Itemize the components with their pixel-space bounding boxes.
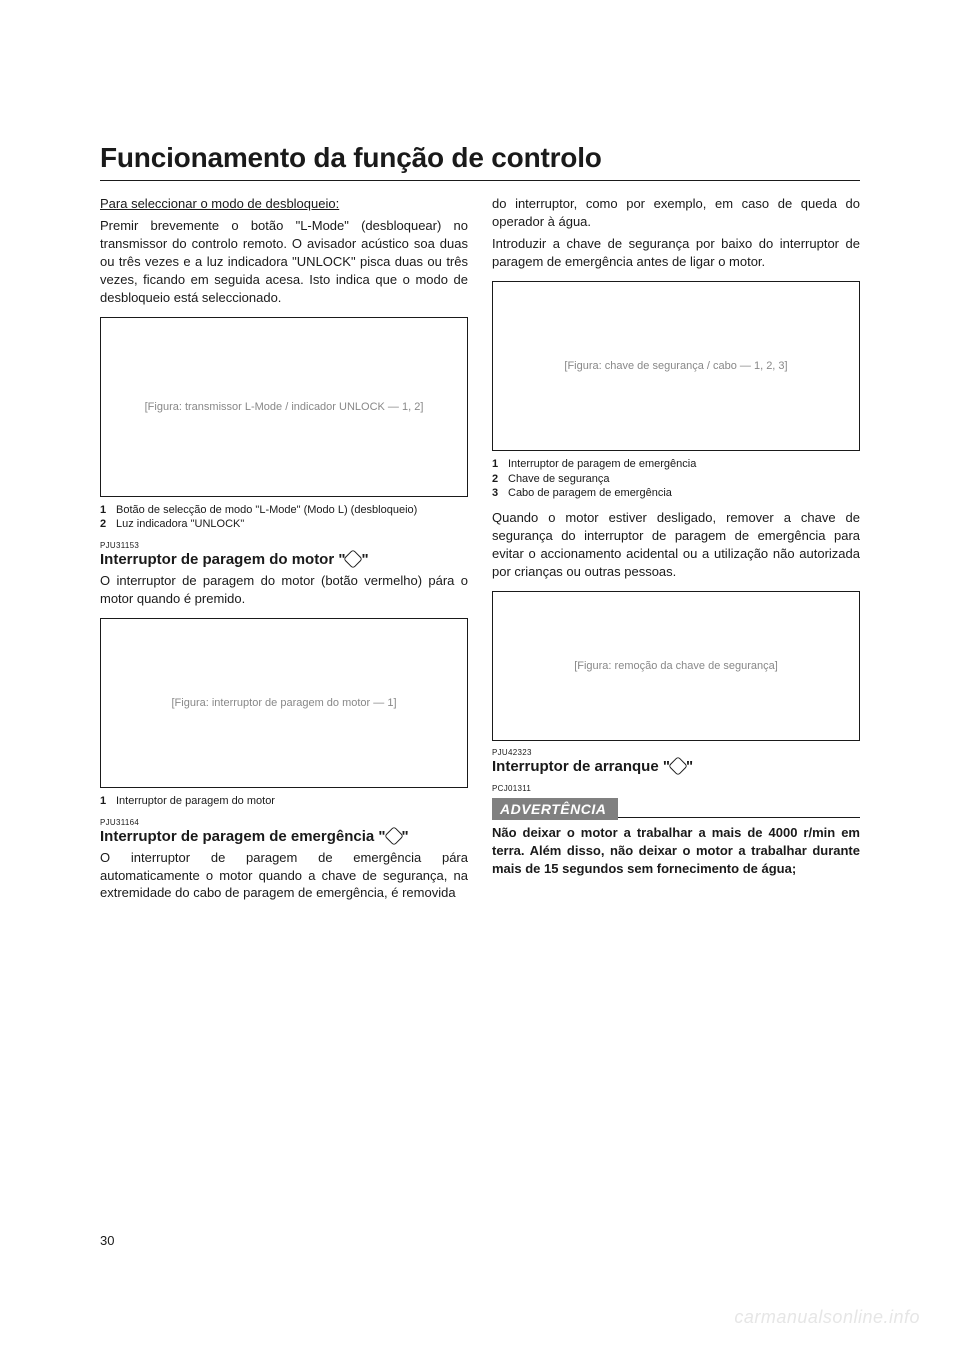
unlock-heading: Para seleccionar o modo de desbloqueio: xyxy=(100,195,468,213)
ref-code: PCJ01311 xyxy=(492,783,860,794)
start-symbol-icon xyxy=(668,756,688,776)
ref-code: PJU31164 xyxy=(100,817,468,828)
right-top-1: do interruptor, como por exemplo, em cas… xyxy=(492,195,860,231)
figure-engine-stop-captions: 1 Interruptor de paragem do motor xyxy=(100,794,468,809)
caption-item: 2 Luz indicadora "UNLOCK" xyxy=(100,517,468,532)
figure-engine-stop-placeholder: [Figura: interruptor de paragem do motor… xyxy=(172,697,397,709)
left-column: Para seleccionar o modo de desbloqueio: … xyxy=(100,195,468,906)
emergency-stop-body: O interruptor de paragem de emergência p… xyxy=(100,849,468,903)
watermark: carmanualsonline.info xyxy=(734,1307,920,1328)
figure-lmode-captions: 1 Botão de selecção de modo "L-Mode" (Mo… xyxy=(100,503,468,533)
ref-code: PJU31153 xyxy=(100,540,468,551)
start-switch-heading: Interruptor de arranque " " xyxy=(492,758,860,777)
warning-box: ADVERTÊNCIA xyxy=(492,798,860,820)
caption-item: 2 Chave de segurança xyxy=(492,472,860,487)
engine-stop-heading: Interruptor de paragem do motor " " xyxy=(100,551,468,570)
caption-text: Luz indicadora "UNLOCK" xyxy=(116,517,244,532)
caption-text: Botão de selecção de modo "L-Mode" (Modo… xyxy=(116,503,417,518)
start-switch-heading-a: Interruptor de arranque " xyxy=(492,758,670,775)
engine-stop-heading-a: Interruptor de paragem do motor " xyxy=(100,551,345,568)
figure-engine-stop: [Figura: interruptor de paragem do motor… xyxy=(100,618,468,788)
emergency-symbol-icon xyxy=(384,826,404,846)
caption-num: 1 xyxy=(100,794,110,809)
title-rule xyxy=(100,180,860,181)
caption-num: 3 xyxy=(492,486,502,501)
warning-label: ADVERTÊNCIA xyxy=(492,798,618,820)
start-switch-heading-b: " xyxy=(686,758,693,775)
figure-lmode-unlock: [Figura: transmissor L-Mode / indicador … xyxy=(100,317,468,497)
caption-text: Interruptor de paragem do motor xyxy=(116,794,275,809)
figure-safety-key-placeholder: [Figura: chave de segurança / cabo — 1, … xyxy=(564,360,787,372)
caption-item: 1 Interruptor de paragem do motor xyxy=(100,794,468,809)
caption-item: 3 Cabo de paragem de emergência xyxy=(492,486,860,501)
caption-num: 2 xyxy=(492,472,502,487)
engine-stop-body: O interruptor de paragem do motor (botão… xyxy=(100,572,468,608)
figure-remove-key-placeholder: [Figura: remoção da chave de segurança] xyxy=(574,660,778,672)
figure-safety-key-captions: 1 Interruptor de paragem de emergência 2… xyxy=(492,457,860,502)
caption-num: 1 xyxy=(100,503,110,518)
caption-num: 2 xyxy=(100,517,110,532)
emergency-stop-heading: Interruptor de paragem de emergência "" xyxy=(100,828,468,847)
right-mid: Quando o motor estiver desligado, remove… xyxy=(492,509,860,581)
manual-page: Funcionamento da função de controlo Para… xyxy=(0,0,960,1358)
caption-item: 1 Botão de selecção de modo "L-Mode" (Mo… xyxy=(100,503,468,518)
caption-text: Interruptor de paragem de emergência xyxy=(508,457,696,472)
warning-rule xyxy=(618,798,860,818)
page-number: 30 xyxy=(100,1233,114,1248)
engine-stop-heading-b: " xyxy=(361,551,368,568)
unlock-heading-text: Para seleccionar o modo de desbloqueio: xyxy=(100,196,339,211)
unlock-body: Premir brevemente o botão "L-Mode" (desb… xyxy=(100,217,468,307)
emergency-stop-heading-a: Interruptor de paragem de emergência " xyxy=(100,828,386,845)
right-column: do interruptor, como por exemplo, em cas… xyxy=(492,195,860,906)
caption-item: 1 Interruptor de paragem de emergência xyxy=(492,457,860,472)
two-column-layout: Para seleccionar o modo de desbloqueio: … xyxy=(100,195,860,906)
page-title: Funcionamento da função de controlo xyxy=(100,142,860,174)
caption-text: Chave de segurança xyxy=(508,472,610,487)
right-top-2: Introduzir a chave de segurança por baix… xyxy=(492,235,860,271)
caption-num: 1 xyxy=(492,457,502,472)
caption-text: Cabo de paragem de emergência xyxy=(508,486,672,501)
figure-remove-key: [Figura: remoção da chave de segurança] xyxy=(492,591,860,741)
figure-lmode-placeholder: [Figura: transmissor L-Mode / indicador … xyxy=(145,401,424,413)
warning-body: Não deixar o motor a trabalhar a mais de… xyxy=(492,824,860,878)
figure-safety-key: [Figura: chave de segurança / cabo — 1, … xyxy=(492,281,860,451)
